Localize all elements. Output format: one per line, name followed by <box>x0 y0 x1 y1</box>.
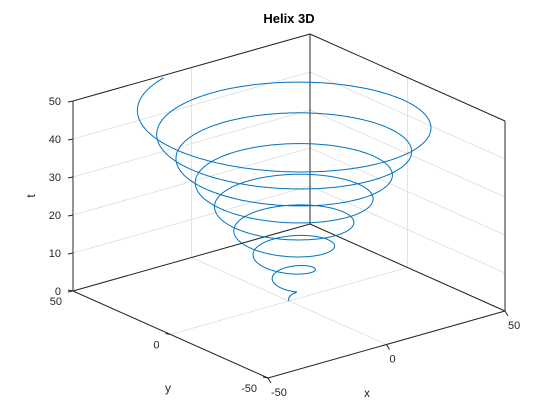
x-tick-mark <box>386 344 390 350</box>
back-wall-grid-horizontal <box>72 109 311 178</box>
axes-box-edge <box>309 223 506 312</box>
z-tick-mark <box>67 100 74 103</box>
x-tick-label: 50 <box>508 320 520 332</box>
z-tick-label: 50 <box>49 96 61 108</box>
helix-curve <box>136 77 432 302</box>
axes-box-edge <box>72 33 311 102</box>
z-tick-mark <box>67 214 74 217</box>
y-tick-label: -50 <box>241 383 257 395</box>
x-tick-mark <box>267 377 272 384</box>
y-tick-mark <box>262 376 269 379</box>
chart-title: Helix 3D <box>263 11 314 26</box>
z-tick-label: 30 <box>49 172 61 184</box>
z-tick-label: 40 <box>49 134 61 146</box>
axes-box-edge <box>72 223 311 292</box>
z-axis-label: t <box>24 194 38 198</box>
z-tick-mark <box>67 138 74 141</box>
side-wall-grid-horizontal <box>309 147 506 236</box>
y-tick-label: 50 <box>50 296 62 308</box>
y-tick-mark <box>165 333 171 335</box>
z-tick-mark <box>67 176 74 179</box>
z-tick-mark <box>67 290 74 293</box>
side-wall-grid-horizontal <box>309 71 506 160</box>
axes-box-edge <box>309 33 506 122</box>
back-wall-grid-horizontal <box>72 185 311 254</box>
z-tick-mark <box>67 252 74 255</box>
z-tick-label: 0 <box>55 286 61 298</box>
z-tick-label: 20 <box>49 210 61 222</box>
x-axis-label: x <box>364 386 370 400</box>
y-axis-label: y <box>165 381 171 395</box>
x-tick-mark <box>504 310 509 317</box>
x-tick-label: -50 <box>271 387 287 399</box>
z-tick-label: 10 <box>49 248 61 260</box>
side-wall-grid-horizontal <box>309 185 506 274</box>
x-tick-label: 0 <box>390 354 396 366</box>
y-tick-label: 0 <box>153 340 159 352</box>
